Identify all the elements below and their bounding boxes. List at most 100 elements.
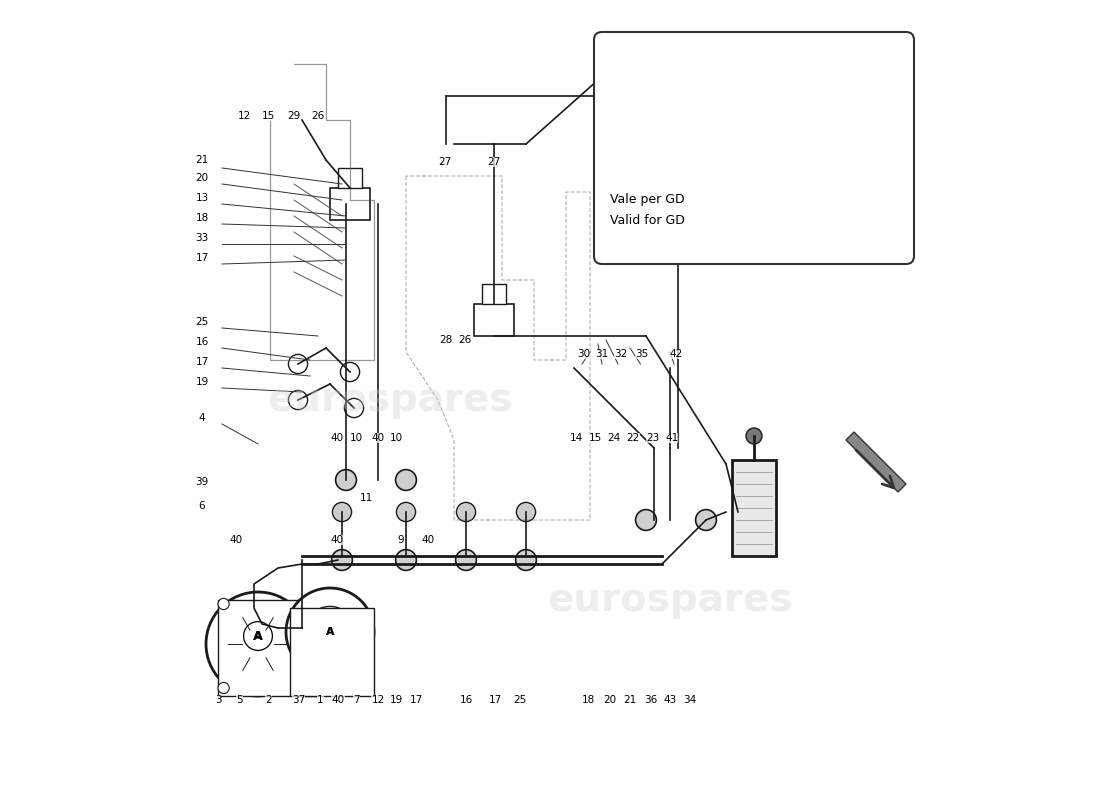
Text: 20: 20 — [196, 173, 209, 182]
Text: 42: 42 — [670, 350, 683, 359]
Polygon shape — [846, 432, 906, 492]
Text: 27: 27 — [438, 158, 451, 167]
Text: 17: 17 — [410, 695, 424, 705]
Text: 3: 3 — [723, 199, 729, 209]
Circle shape — [340, 362, 360, 382]
Text: 17: 17 — [490, 695, 503, 705]
Text: 7: 7 — [353, 695, 360, 705]
Text: 21: 21 — [624, 695, 637, 705]
Text: 3: 3 — [214, 695, 221, 705]
Text: 40: 40 — [331, 695, 344, 705]
Text: 40: 40 — [230, 535, 243, 545]
Bar — [338, 168, 362, 188]
Text: 43: 43 — [663, 695, 676, 705]
Text: 4: 4 — [772, 71, 779, 81]
Circle shape — [516, 502, 536, 522]
Circle shape — [840, 198, 859, 218]
Text: 40: 40 — [331, 535, 344, 545]
Circle shape — [206, 592, 310, 696]
Circle shape — [786, 148, 802, 164]
Text: 40: 40 — [331, 434, 344, 443]
Text: 14: 14 — [570, 434, 583, 443]
Text: Vale per GD: Vale per GD — [610, 194, 684, 206]
Text: 22: 22 — [627, 434, 640, 443]
Circle shape — [218, 682, 229, 694]
Circle shape — [226, 612, 290, 676]
Text: 10: 10 — [350, 434, 363, 443]
Text: 39: 39 — [850, 149, 864, 158]
Text: 19: 19 — [389, 695, 403, 705]
Text: eurospares: eurospares — [267, 381, 513, 419]
Text: 5: 5 — [236, 695, 243, 705]
Bar — [290, 608, 374, 696]
Circle shape — [396, 470, 417, 490]
Text: 27: 27 — [487, 158, 500, 167]
Text: 29: 29 — [287, 111, 300, 121]
Circle shape — [396, 502, 416, 522]
Text: 18: 18 — [196, 213, 209, 222]
Circle shape — [218, 598, 229, 610]
Text: 25: 25 — [513, 695, 526, 705]
Text: 2: 2 — [265, 695, 272, 705]
Text: 16: 16 — [196, 337, 209, 346]
Circle shape — [636, 510, 657, 530]
Text: 38: 38 — [814, 71, 827, 81]
Text: 35: 35 — [636, 350, 649, 359]
Text: 32: 32 — [614, 350, 627, 359]
Circle shape — [396, 550, 417, 570]
Text: A: A — [254, 631, 262, 641]
Text: eurospares: eurospares — [548, 581, 793, 619]
Bar — [218, 600, 322, 696]
Circle shape — [695, 510, 716, 530]
Circle shape — [286, 588, 374, 676]
Circle shape — [810, 152, 842, 184]
Text: 37: 37 — [293, 695, 306, 705]
Circle shape — [455, 550, 476, 570]
Text: 6: 6 — [199, 501, 206, 510]
Text: 26: 26 — [458, 335, 471, 345]
Bar — [732, 460, 775, 556]
Circle shape — [308, 682, 320, 694]
Text: 40: 40 — [638, 71, 651, 81]
Text: 36: 36 — [645, 695, 658, 705]
Circle shape — [308, 598, 320, 610]
Text: 16: 16 — [460, 695, 473, 705]
Text: 10: 10 — [389, 434, 403, 443]
Text: 34: 34 — [683, 695, 696, 705]
Text: 24: 24 — [607, 434, 620, 443]
Text: 17: 17 — [196, 357, 209, 366]
Text: 25: 25 — [196, 317, 209, 326]
Circle shape — [344, 398, 364, 418]
Text: 18: 18 — [582, 695, 595, 705]
Text: 9: 9 — [397, 535, 404, 545]
Text: 15: 15 — [588, 434, 602, 443]
Text: 40: 40 — [421, 535, 434, 545]
Text: 8: 8 — [697, 71, 704, 81]
Circle shape — [516, 550, 537, 570]
Text: 40: 40 — [732, 71, 745, 81]
Circle shape — [331, 550, 352, 570]
Text: 40: 40 — [372, 434, 385, 443]
Text: 1: 1 — [317, 695, 323, 705]
Text: 19: 19 — [196, 377, 209, 386]
Text: 30: 30 — [578, 350, 591, 359]
Text: 17: 17 — [196, 253, 209, 262]
Text: 31: 31 — [595, 350, 608, 359]
Text: A: A — [253, 630, 263, 642]
Circle shape — [608, 126, 628, 146]
Text: 5: 5 — [854, 197, 860, 206]
Text: A: A — [326, 627, 334, 637]
Text: Valid for GD: Valid for GD — [610, 214, 685, 226]
Text: 12: 12 — [372, 695, 385, 705]
Bar — [330, 188, 370, 220]
Text: 23: 23 — [646, 434, 659, 443]
Circle shape — [746, 428, 762, 444]
Circle shape — [305, 606, 355, 658]
Circle shape — [243, 622, 273, 650]
Text: 6: 6 — [854, 169, 860, 178]
Circle shape — [288, 354, 308, 374]
Circle shape — [794, 136, 858, 200]
Circle shape — [456, 502, 475, 522]
Bar — [474, 304, 514, 336]
Circle shape — [769, 126, 788, 146]
